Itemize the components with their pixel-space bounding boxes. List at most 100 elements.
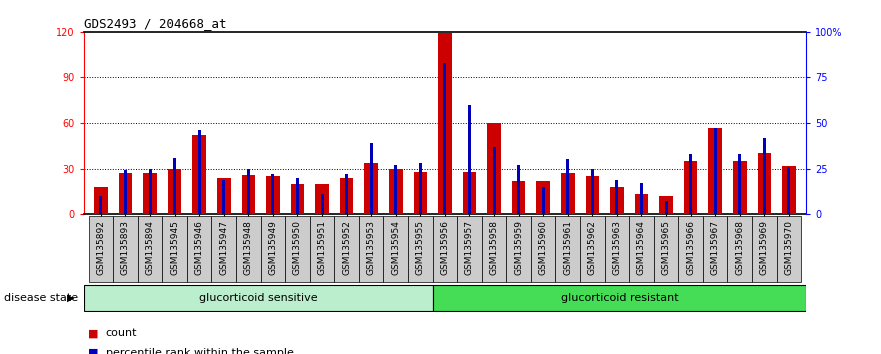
Bar: [640, 183, 643, 214]
Bar: [389, 169, 403, 214]
Text: GSM135953: GSM135953: [366, 220, 375, 275]
Bar: [149, 169, 152, 214]
FancyBboxPatch shape: [433, 285, 806, 311]
Bar: [714, 129, 716, 214]
FancyBboxPatch shape: [113, 216, 137, 282]
FancyBboxPatch shape: [162, 216, 187, 282]
Text: GSM135945: GSM135945: [170, 220, 179, 275]
Bar: [296, 178, 299, 214]
Bar: [689, 154, 692, 214]
Text: GSM135958: GSM135958: [490, 220, 499, 275]
FancyBboxPatch shape: [236, 216, 261, 282]
Bar: [634, 194, 648, 214]
Bar: [566, 159, 569, 214]
Text: GSM135966: GSM135966: [686, 220, 695, 275]
Text: GSM135962: GSM135962: [588, 220, 596, 275]
Text: GSM135951: GSM135951: [317, 220, 327, 275]
Bar: [738, 154, 741, 214]
Bar: [144, 173, 157, 214]
Bar: [345, 174, 348, 214]
Text: GSM135893: GSM135893: [121, 220, 130, 275]
FancyBboxPatch shape: [482, 216, 507, 282]
Text: GSM135950: GSM135950: [293, 220, 302, 275]
Text: GSM135955: GSM135955: [416, 220, 425, 275]
Bar: [591, 169, 594, 214]
Text: GSM135947: GSM135947: [219, 220, 228, 275]
Bar: [542, 187, 544, 214]
Bar: [124, 170, 127, 214]
Bar: [586, 176, 599, 214]
Text: glucorticoid sensitive: glucorticoid sensitive: [199, 293, 317, 303]
Bar: [788, 167, 790, 214]
FancyBboxPatch shape: [703, 216, 728, 282]
Bar: [763, 138, 766, 214]
Bar: [782, 166, 796, 214]
FancyBboxPatch shape: [211, 216, 236, 282]
Bar: [733, 161, 746, 214]
Text: GSM135959: GSM135959: [515, 220, 523, 275]
FancyBboxPatch shape: [89, 216, 113, 282]
Bar: [468, 105, 471, 214]
Bar: [266, 176, 279, 214]
FancyBboxPatch shape: [777, 216, 801, 282]
FancyBboxPatch shape: [261, 216, 285, 282]
Bar: [217, 178, 231, 214]
FancyBboxPatch shape: [457, 216, 482, 282]
Bar: [119, 173, 132, 214]
Bar: [395, 165, 397, 214]
Bar: [492, 147, 495, 214]
Text: GSM135956: GSM135956: [440, 220, 449, 275]
Bar: [561, 173, 574, 214]
Text: ▶: ▶: [67, 293, 75, 303]
Text: GSM135949: GSM135949: [269, 220, 278, 275]
Bar: [758, 153, 771, 214]
Bar: [512, 181, 525, 214]
Bar: [537, 181, 550, 214]
FancyBboxPatch shape: [629, 216, 654, 282]
Text: GSM135957: GSM135957: [465, 220, 474, 275]
Text: GSM135961: GSM135961: [563, 220, 573, 275]
FancyBboxPatch shape: [383, 216, 408, 282]
FancyBboxPatch shape: [433, 216, 457, 282]
Bar: [321, 194, 323, 214]
Bar: [315, 184, 329, 214]
Text: GSM135948: GSM135948: [244, 220, 253, 275]
FancyBboxPatch shape: [556, 216, 580, 282]
Text: disease state: disease state: [4, 293, 78, 303]
Bar: [222, 179, 226, 214]
Bar: [365, 162, 378, 214]
FancyBboxPatch shape: [531, 216, 556, 282]
Text: GSM135960: GSM135960: [538, 220, 548, 275]
Text: GSM135969: GSM135969: [759, 220, 769, 275]
Bar: [708, 127, 722, 214]
Bar: [438, 33, 452, 214]
Bar: [100, 196, 102, 214]
FancyBboxPatch shape: [604, 216, 629, 282]
Text: GSM135946: GSM135946: [195, 220, 204, 275]
Bar: [174, 158, 176, 214]
Text: GSM135894: GSM135894: [145, 220, 154, 275]
FancyBboxPatch shape: [580, 216, 604, 282]
Bar: [616, 179, 618, 214]
Bar: [94, 187, 107, 214]
Text: GSM135952: GSM135952: [342, 220, 352, 275]
Bar: [247, 169, 250, 214]
Bar: [370, 143, 373, 214]
Text: GSM135963: GSM135963: [612, 220, 621, 275]
FancyBboxPatch shape: [310, 216, 334, 282]
Bar: [241, 175, 255, 214]
Bar: [684, 161, 698, 214]
FancyBboxPatch shape: [507, 216, 531, 282]
FancyBboxPatch shape: [334, 216, 359, 282]
Bar: [291, 184, 304, 214]
Bar: [192, 135, 206, 214]
Bar: [463, 172, 477, 214]
Bar: [487, 123, 500, 214]
Bar: [418, 163, 422, 214]
Bar: [413, 172, 427, 214]
FancyBboxPatch shape: [137, 216, 162, 282]
Bar: [517, 165, 520, 214]
Bar: [664, 201, 668, 214]
FancyBboxPatch shape: [728, 216, 752, 282]
Text: GSM135968: GSM135968: [736, 220, 744, 275]
